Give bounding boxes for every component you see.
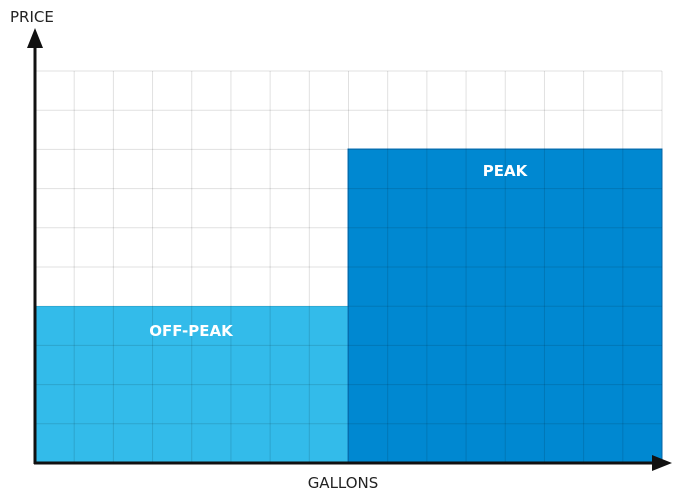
x-axis-arrow <box>652 455 672 471</box>
y-axis-label: PRICE <box>10 8 54 26</box>
peak-label: PEAK <box>483 162 529 180</box>
x-axis-label: GALLONS <box>308 474 379 492</box>
off-peak-region <box>35 306 348 463</box>
peak-region <box>347 148 663 464</box>
off-peak-label: OFF-PEAK <box>149 322 234 340</box>
y-axis-arrow <box>27 28 43 48</box>
grid <box>35 70 663 463</box>
